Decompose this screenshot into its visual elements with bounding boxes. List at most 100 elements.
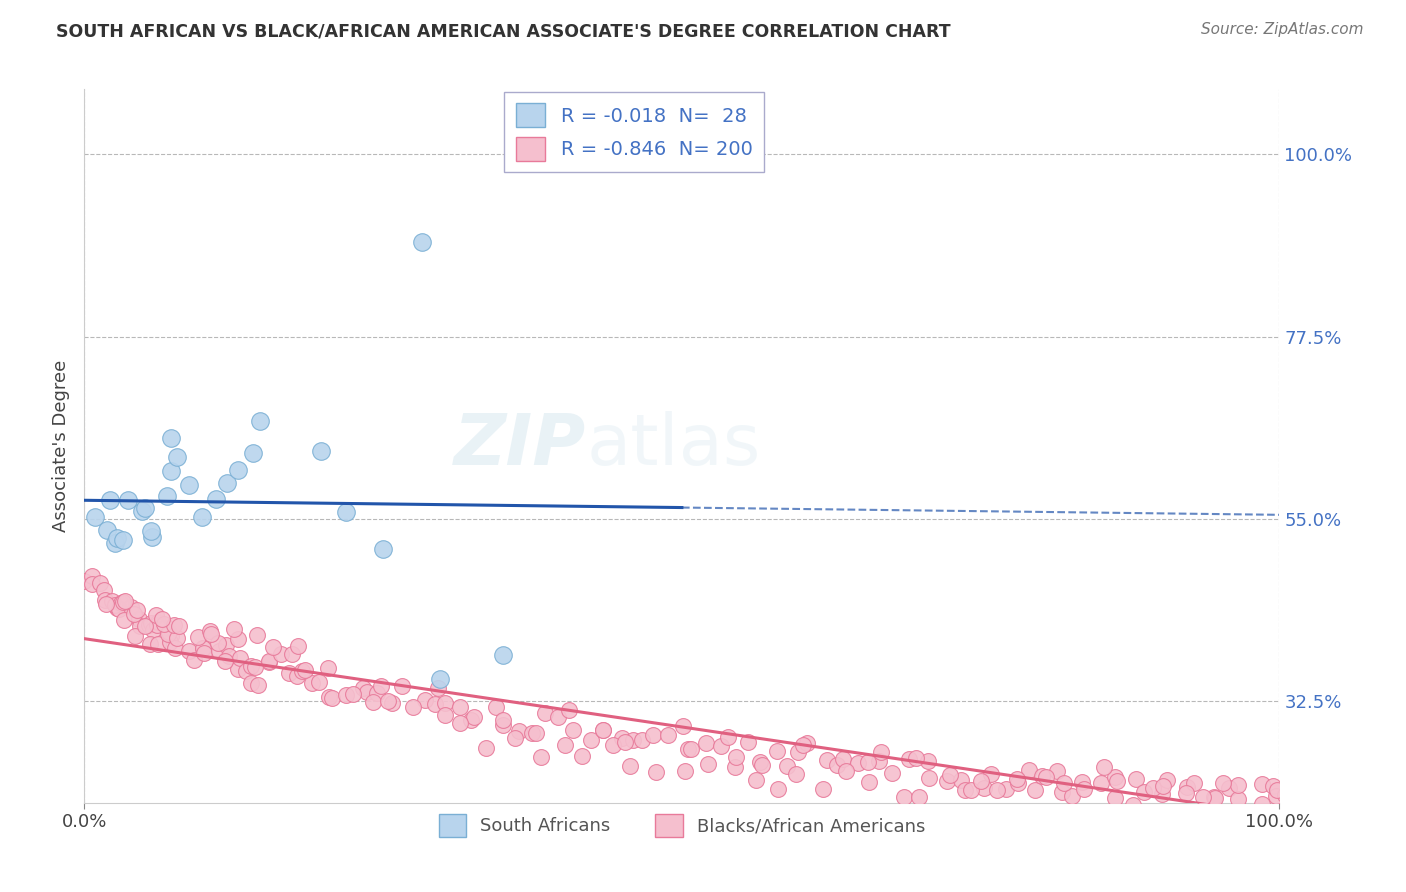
Point bbox=[105, 531, 128, 545]
Point bbox=[138, 618, 160, 632]
Point bbox=[381, 696, 404, 710]
Point bbox=[858, 774, 880, 789]
Point bbox=[939, 768, 962, 782]
Point bbox=[411, 235, 433, 249]
Point bbox=[530, 749, 553, 764]
Point bbox=[198, 624, 221, 638]
Point bbox=[1265, 789, 1288, 804]
Point bbox=[980, 767, 1002, 781]
Point bbox=[612, 731, 634, 745]
Point bbox=[146, 615, 169, 630]
Point bbox=[1152, 779, 1174, 793]
Point bbox=[145, 607, 167, 622]
Point bbox=[657, 728, 679, 742]
Point bbox=[259, 654, 281, 668]
Point bbox=[579, 732, 602, 747]
Point bbox=[1142, 780, 1164, 795]
Point bbox=[1090, 776, 1112, 790]
Point bbox=[139, 637, 162, 651]
Point bbox=[111, 533, 134, 548]
Point bbox=[96, 523, 118, 537]
Point bbox=[377, 694, 399, 708]
Point bbox=[200, 626, 222, 640]
Point bbox=[301, 676, 323, 690]
Point bbox=[908, 789, 931, 804]
Point bbox=[724, 760, 747, 774]
Point bbox=[1204, 790, 1226, 805]
Point bbox=[1274, 788, 1296, 802]
Point bbox=[214, 654, 236, 668]
Point bbox=[142, 623, 165, 637]
Point bbox=[463, 710, 485, 724]
Point bbox=[557, 703, 579, 717]
Point bbox=[1104, 771, 1126, 785]
Point bbox=[104, 598, 127, 612]
Point bbox=[114, 594, 136, 608]
Point bbox=[224, 622, 246, 636]
Point bbox=[246, 627, 269, 641]
Point bbox=[107, 602, 129, 616]
Point bbox=[1156, 773, 1178, 788]
Point bbox=[1104, 790, 1126, 805]
Point bbox=[835, 764, 858, 778]
Point bbox=[1212, 776, 1234, 790]
Point bbox=[1192, 789, 1215, 804]
Text: Source: ZipAtlas.com: Source: ZipAtlas.com bbox=[1201, 22, 1364, 37]
Point bbox=[287, 639, 309, 653]
Point bbox=[139, 616, 162, 631]
Point bbox=[534, 706, 557, 720]
Point bbox=[145, 617, 167, 632]
Point bbox=[749, 756, 772, 770]
Point bbox=[1046, 764, 1069, 778]
Point bbox=[104, 536, 127, 550]
Point bbox=[1175, 780, 1198, 795]
Point bbox=[1125, 772, 1147, 787]
Point bbox=[524, 726, 547, 740]
Point bbox=[187, 630, 209, 644]
Point bbox=[675, 764, 697, 778]
Point bbox=[959, 782, 981, 797]
Point bbox=[429, 672, 451, 686]
Point bbox=[1107, 773, 1129, 788]
Point bbox=[571, 748, 593, 763]
Point bbox=[134, 619, 156, 633]
Point bbox=[156, 627, 179, 641]
Text: SOUTH AFRICAN VS BLACK/AFRICAN AMERICAN ASSOCIATE'S DEGREE CORRELATION CHART: SOUTH AFRICAN VS BLACK/AFRICAN AMERICAN … bbox=[56, 22, 950, 40]
Point bbox=[475, 740, 498, 755]
Point bbox=[166, 450, 188, 465]
Text: ZIP: ZIP bbox=[454, 411, 586, 481]
Point bbox=[973, 781, 995, 796]
Point bbox=[631, 733, 654, 747]
Point bbox=[141, 524, 163, 538]
Point bbox=[128, 612, 150, 626]
Point bbox=[179, 643, 201, 657]
Legend: South Africans, Blacks/African Americans: South Africans, Blacks/African Americans bbox=[432, 807, 932, 844]
Point bbox=[257, 655, 280, 669]
Point bbox=[183, 652, 205, 666]
Point bbox=[356, 685, 378, 699]
Point bbox=[766, 744, 789, 758]
Point bbox=[110, 596, 132, 610]
Point bbox=[308, 675, 330, 690]
Point bbox=[370, 679, 392, 693]
Point bbox=[492, 718, 515, 732]
Point bbox=[342, 687, 364, 701]
Point bbox=[157, 624, 180, 639]
Point bbox=[208, 644, 231, 658]
Point bbox=[159, 634, 181, 648]
Point bbox=[554, 738, 576, 752]
Point bbox=[592, 723, 614, 738]
Point bbox=[153, 617, 176, 632]
Point bbox=[146, 637, 169, 651]
Point bbox=[768, 781, 790, 796]
Point bbox=[868, 754, 890, 768]
Point bbox=[335, 505, 357, 519]
Point bbox=[214, 638, 236, 652]
Point bbox=[815, 753, 838, 767]
Point bbox=[278, 665, 301, 680]
Point bbox=[134, 500, 156, 515]
Point bbox=[217, 475, 239, 490]
Point bbox=[226, 463, 249, 477]
Point bbox=[503, 731, 526, 745]
Point bbox=[239, 676, 262, 690]
